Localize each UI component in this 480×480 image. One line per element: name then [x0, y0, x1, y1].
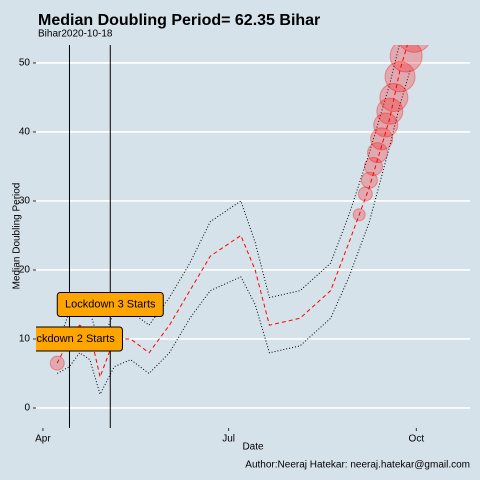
annotation-box — [36, 326, 123, 352]
chart-subtitle: Bihar2020-10-18 — [38, 29, 113, 40]
bubble — [389, 45, 423, 73]
y-tick-label: 20 — [19, 265, 31, 276]
annotation-label: Lockdown 3 Starts — [65, 298, 156, 310]
bubble — [384, 61, 416, 93]
x-axis-label: Date — [242, 442, 264, 453]
bubble — [370, 127, 394, 151]
bubble — [422, 0, 460, 27]
bubble — [413, 0, 449, 33]
annotation-label: Lockdown 2 Starts — [24, 333, 115, 345]
bubble — [373, 112, 399, 138]
bubble — [367, 142, 389, 164]
bubble — [376, 97, 404, 125]
y-tick-label: 30 — [19, 196, 31, 207]
caption: Author:Neeraj Hatekar: neeraj.hatekar@gm… — [245, 460, 470, 471]
y-tick-label: 40 — [19, 127, 31, 138]
bubble — [399, 45, 429, 53]
y-tick-label: 10 — [19, 334, 31, 345]
bubble — [441, 0, 480, 14]
bubble — [357, 186, 373, 202]
y-tick-label: 0 — [24, 403, 30, 414]
bubble — [404, 4, 440, 40]
bubble — [352, 208, 366, 222]
y-axis-label: Median Doubling Period — [12, 183, 23, 290]
x-tick-label: Oct — [409, 434, 425, 445]
bubble — [360, 171, 378, 189]
chart-title: Median Doubling Period= 62.35 Bihar — [38, 12, 320, 29]
series-line — [56, 45, 400, 348]
x-tick-label: Apr — [35, 434, 51, 445]
bubble — [49, 355, 65, 371]
bubble — [363, 156, 383, 176]
y-tick-label: 50 — [19, 58, 31, 69]
x-tick-label: Jul — [222, 434, 235, 445]
plot-area: Lockdown 2 Starts Lockdown 3 Starts — [24, 0, 480, 428]
bubble — [431, 0, 471, 21]
annotation-box — [56, 291, 164, 317]
bubble — [379, 82, 409, 112]
